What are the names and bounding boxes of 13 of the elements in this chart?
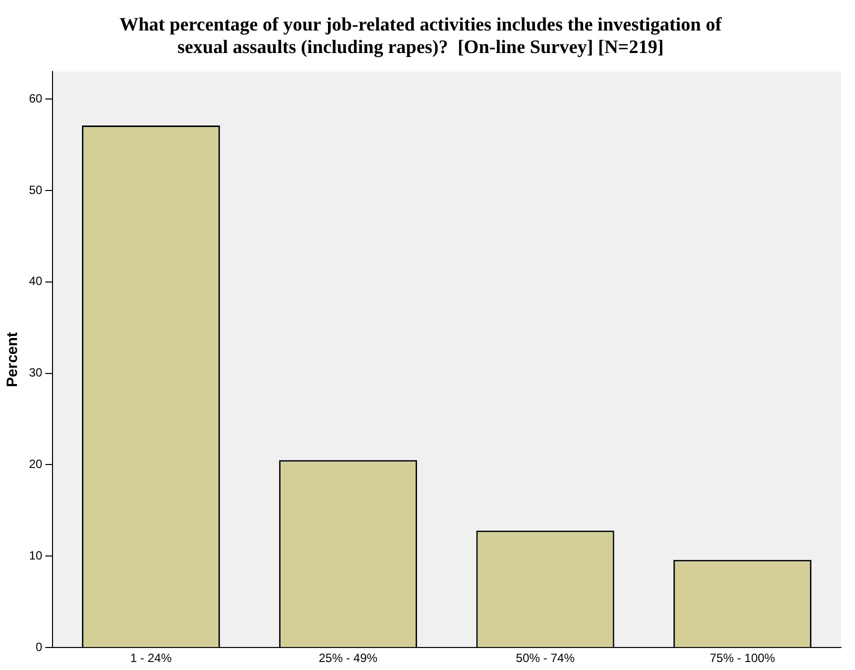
- x-tick-label: 1 - 24%: [130, 651, 172, 666]
- y-axis-title: Percent: [4, 332, 22, 388]
- y-tick-label: 30: [28, 366, 43, 380]
- y-tick-label: 0: [36, 640, 43, 654]
- x-tick-label: 75% - 100%: [710, 651, 776, 666]
- x-tick-label: 50% - 74%: [516, 651, 575, 666]
- y-tick-label: 50: [28, 182, 43, 197]
- y-tick-label: 20: [28, 457, 43, 472]
- y-tick-label: 40: [28, 274, 43, 288]
- y-tick-label: 60: [28, 91, 43, 106]
- chart-title: What percentage of your job-related activities includes the investigation of sexual assaults (including rapes)? [On-line Survey] [N=219]: [119, 14, 722, 58]
- x-tick-label: 25% - 49%: [318, 651, 378, 666]
- y-tick-label: 10: [28, 548, 43, 562]
